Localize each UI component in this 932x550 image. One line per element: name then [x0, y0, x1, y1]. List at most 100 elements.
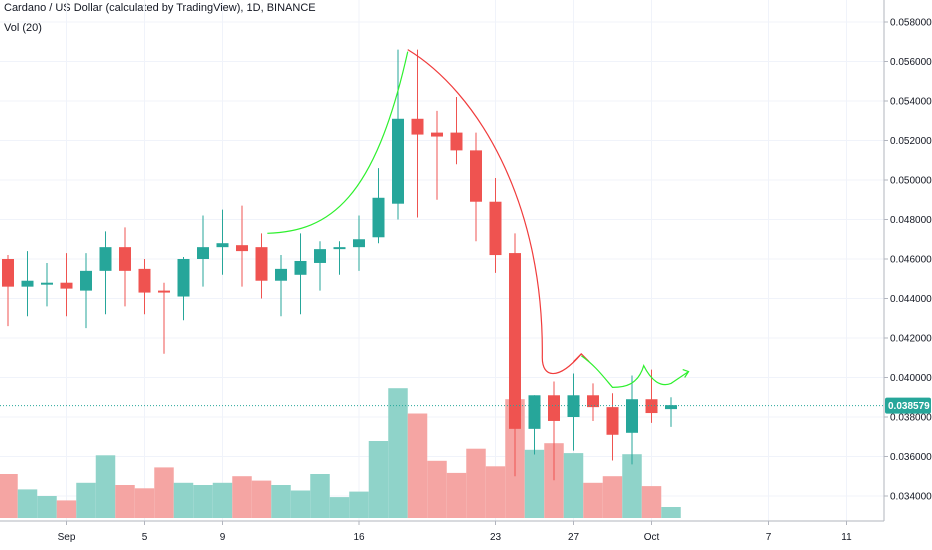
volume-bar [134, 488, 155, 518]
volume-bar [0, 474, 18, 518]
volume-bar [485, 466, 506, 518]
candle-body [216, 243, 229, 248]
candle-body [333, 247, 346, 250]
candle-body [411, 118, 424, 135]
candle [450, 97, 463, 165]
y-tick-label: 0.044000 [890, 294, 932, 305]
candle [353, 215, 365, 271]
time-axis: Sep 5 9 16 23 27 Oct 7 11 [58, 521, 852, 543]
volume-indicator-label[interactable]: Vol (20) [4, 22, 42, 34]
candle [236, 205, 248, 287]
y-tick-label: 0.040000 [890, 373, 932, 384]
x-tick-label: 9 [220, 532, 226, 543]
x-tick-label: Oct [644, 532, 660, 543]
grid [0, 0, 884, 521]
candle [587, 383, 599, 421]
volume-bar [427, 460, 447, 518]
volume-bar [641, 486, 662, 518]
volume-bar [232, 476, 252, 518]
candle [411, 49, 424, 218]
pattern-curves [267, 49, 690, 388]
candle [372, 168, 385, 244]
volume-bar [446, 472, 467, 518]
candle-body [509, 253, 521, 429]
candle-body [177, 259, 190, 297]
volume-bar [115, 485, 135, 518]
volume-bar [329, 497, 350, 518]
x-tick-label: Sep [58, 532, 76, 543]
y-tick-label: 0.058000 [890, 18, 932, 29]
candle-body [275, 268, 287, 281]
candle [255, 233, 268, 299]
volume-bar [349, 491, 369, 518]
volume-bar [368, 441, 389, 518]
cup-curve [267, 51, 409, 234]
x-tick-label: 11 [841, 532, 852, 543]
volume-bar [602, 476, 623, 518]
volume-bar [37, 496, 57, 518]
candle [80, 253, 92, 329]
candle [177, 257, 190, 321]
y-tick-label: 0.038000 [890, 413, 932, 424]
candle-body [138, 268, 151, 293]
x-tick-label: 16 [353, 532, 365, 543]
candle-body [372, 197, 385, 238]
x-tick-label: 23 [490, 532, 502, 543]
candle [528, 395, 541, 455]
candle [509, 233, 521, 477]
volume-bar [173, 482, 194, 518]
x-tick-label: 7 [766, 532, 772, 543]
y-tick-label: 0.034000 [890, 492, 932, 503]
candle-body [665, 405, 677, 410]
candle-body [567, 395, 580, 417]
volume-bars [0, 388, 681, 518]
candle [294, 233, 307, 315]
candle-body [255, 247, 268, 281]
candle-body [548, 395, 560, 421]
candle-body [197, 247, 209, 259]
y-tick-label: 0.052000 [890, 136, 932, 147]
candle [470, 132, 482, 242]
volume-bar [271, 485, 291, 518]
candle [431, 110, 443, 200]
candle [606, 393, 619, 461]
candle-body [119, 247, 131, 271]
y-tick-label: 0.042000 [890, 334, 932, 345]
candle-body [431, 132, 443, 137]
candle-body [60, 282, 73, 289]
wave-curve [580, 355, 689, 388]
candle-body [392, 118, 404, 204]
candle [21, 251, 34, 317]
volume-bar [563, 453, 584, 518]
candle [314, 241, 326, 291]
candle [548, 381, 560, 481]
candle [665, 397, 677, 427]
last-price-label: 0.038579 [888, 401, 930, 412]
candle [567, 373, 580, 451]
candle-body [158, 290, 170, 293]
y-tick-label: 0.056000 [890, 57, 932, 68]
candle-body [41, 282, 53, 285]
volume-bar [661, 507, 681, 518]
candle [158, 282, 170, 354]
volume-bar [154, 467, 174, 518]
candle-body [314, 249, 326, 263]
candle-body [645, 399, 658, 414]
candle [392, 49, 404, 220]
x-tick-label: 27 [568, 532, 580, 543]
candle-body [528, 395, 541, 429]
candle [138, 259, 151, 315]
volume-bar [290, 490, 311, 518]
wave-arrowhead [682, 369, 690, 378]
volume-bar [212, 482, 233, 518]
candle [216, 209, 229, 275]
candle-body [606, 407, 619, 435]
y-tick-label: 0.046000 [890, 255, 932, 266]
volume-bar [524, 449, 545, 518]
volume-bar [622, 454, 642, 518]
candle-body [470, 150, 482, 202]
candle-body [450, 132, 463, 151]
candle-body [587, 395, 599, 408]
volume-bar [56, 500, 77, 518]
